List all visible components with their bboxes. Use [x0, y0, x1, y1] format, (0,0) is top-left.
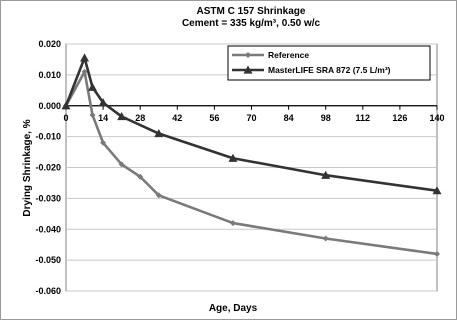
y-tick-label: -0.030: [35, 193, 61, 203]
data-point-triangle: [88, 82, 97, 91]
data-point-diamond: [81, 68, 88, 75]
x-tick-labels: 0 14 28 42 56 70 84 98 112 126 140: [63, 105, 445, 123]
series-line: [64, 70, 438, 256]
y-tick-labels: 0.020 0.010 0.000 -0.010 -0.020 -0.030 -0.040 -…: [35, 39, 61, 296]
data-point-triangle: [228, 153, 238, 162]
data-point-diamond: [100, 139, 107, 146]
data-point-triangle: [80, 53, 90, 62]
data-point-triangle: [98, 98, 108, 107]
x-tick-label: 14: [98, 113, 108, 123]
x-tick-label: 126: [392, 113, 407, 123]
x-tick-label: 56: [209, 113, 219, 123]
x-tick-label: 98: [321, 113, 331, 123]
legend: Reference MasterLIFE SRA 872 (7.5 L/m³): [227, 45, 431, 81]
data-point-diamond: [245, 52, 251, 58]
y-tick-label: 0.000: [38, 101, 61, 111]
y-tick-label: -0.010: [35, 132, 61, 142]
data-point-diamond: [155, 192, 162, 199]
x-tick-label: 112: [356, 113, 371, 123]
legend-box: [227, 45, 431, 81]
y-tick-label: 0.010: [38, 70, 61, 80]
legend-item-1: Reference: [232, 50, 309, 60]
data-point-diamond: [137, 173, 144, 180]
chart-title: ASTM C 157 Shrinkage: [196, 6, 306, 17]
x-axis-label: Age, Days: [209, 303, 258, 314]
data-point-triangle: [432, 186, 442, 195]
series-group: [61, 53, 442, 257]
data-point-diamond: [229, 220, 236, 227]
legend-label: Reference: [268, 50, 309, 60]
data-point-diamond: [118, 161, 125, 168]
series-1: [63, 68, 440, 257]
y-axis-label: Drying Shrinkage, %: [22, 119, 33, 216]
series-2: [61, 53, 442, 195]
x-tick-label: 140: [429, 113, 444, 123]
data-point-triangle: [61, 101, 71, 110]
data-point-diamond: [89, 112, 96, 119]
data-point-triangle: [154, 129, 164, 138]
x-tick-label: 42: [172, 113, 182, 123]
y-tick-label: -0.040: [35, 224, 61, 234]
data-point-triangle: [243, 65, 253, 74]
x-tick-label: 0: [63, 113, 68, 123]
chart-subtitle: Cement = 335 kg/m³, 0.50 w/c: [181, 18, 321, 29]
data-point-triangle: [321, 170, 331, 179]
y-tick-label: -0.050: [35, 255, 61, 265]
y-tick-label: -0.020: [35, 163, 61, 173]
x-tick-label: 28: [135, 113, 145, 123]
y-tick-label: -0.060: [35, 286, 61, 296]
data-point-triangle: [117, 112, 127, 121]
legend-item-2: MasterLIFE SRA 872 (7.5 L/m³): [232, 65, 391, 75]
y-tick-label: 0.020: [38, 39, 61, 49]
x-tick-label: 84: [284, 113, 294, 123]
x-tick-label: 70: [246, 113, 256, 123]
data-point-diamond: [434, 250, 440, 257]
data-point-diamond: [322, 235, 329, 242]
legend-label: MasterLIFE SRA 872 (7.5 L/m³): [268, 65, 391, 75]
